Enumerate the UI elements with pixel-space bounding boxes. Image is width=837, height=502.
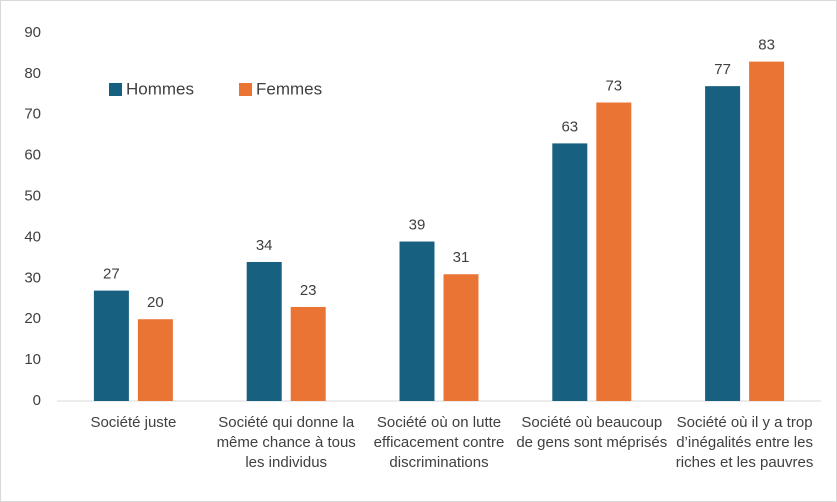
data-label: 63 xyxy=(561,118,578,135)
legend-swatch xyxy=(109,83,122,96)
data-label: 31 xyxy=(453,249,470,266)
data-label: 73 xyxy=(605,77,622,94)
data-label: 77 xyxy=(714,61,731,78)
y-tick-label: 70 xyxy=(24,106,41,123)
x-tick-label: Société qui donne la même chance à tous … xyxy=(216,414,356,471)
bar xyxy=(749,61,785,401)
bar xyxy=(93,290,129,401)
y-tick-label: 0 xyxy=(33,392,41,409)
bar xyxy=(137,319,173,401)
y-tick-label: 60 xyxy=(24,147,41,164)
legend-label: Femmes xyxy=(256,79,322,98)
data-label: 34 xyxy=(256,237,273,254)
data-label: 27 xyxy=(103,266,120,283)
x-tick-label: Société juste xyxy=(90,414,177,431)
y-tick-label: 20 xyxy=(24,310,41,327)
bar xyxy=(246,261,282,401)
y-tick-label: 30 xyxy=(24,269,41,286)
legend-label: Hommes xyxy=(126,79,194,98)
bar xyxy=(705,86,741,402)
y-tick-label: 40 xyxy=(24,228,41,245)
legend-swatch xyxy=(239,83,252,96)
bar xyxy=(290,306,326,401)
data-label: 23 xyxy=(300,282,317,299)
bar xyxy=(596,102,632,401)
bar xyxy=(443,274,479,401)
data-label: 20 xyxy=(147,294,164,311)
y-tick-label: 80 xyxy=(24,65,41,82)
data-label: 83 xyxy=(758,37,775,54)
x-tick-label: Société où beaucoup de gens sont méprisé… xyxy=(516,414,668,451)
y-tick-label: 10 xyxy=(24,351,41,368)
y-tick-label: 90 xyxy=(24,24,41,41)
data-label: 39 xyxy=(409,217,426,234)
y-tick-label: 50 xyxy=(24,188,41,205)
bar xyxy=(399,241,435,401)
x-tick-label: Société où il y a trop d’inégalités entr… xyxy=(675,414,814,471)
x-tick-label: Société où on lutte efficacement contre … xyxy=(373,414,505,471)
bar xyxy=(552,143,588,401)
